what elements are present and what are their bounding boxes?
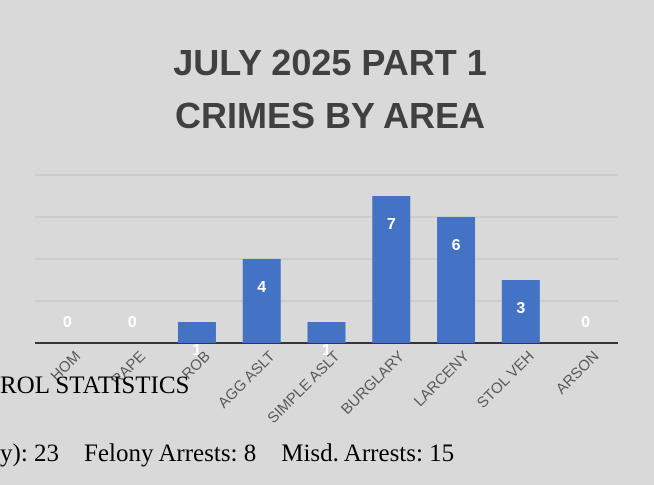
bar-stol-veh xyxy=(501,280,540,343)
data-label: 3 xyxy=(516,300,525,317)
tick-label: LARCENY xyxy=(411,348,473,410)
tick-label: STOL VEH xyxy=(474,348,538,412)
tick-label: BURGLARY xyxy=(338,348,408,418)
data-label: 7 xyxy=(387,216,396,233)
bar-agg-aslt xyxy=(242,259,281,343)
bar-rob xyxy=(177,322,216,343)
document-heading-fragment: ROL STATISTICS xyxy=(0,372,190,399)
data-label: 6 xyxy=(452,237,461,254)
data-label: 0 xyxy=(63,314,72,331)
bar-larceny xyxy=(437,217,476,343)
bars xyxy=(177,196,540,343)
data-label: 0 xyxy=(128,314,137,331)
bar-simple-aslt xyxy=(307,322,346,343)
chart-title-line-2: CRIMES BY AREA xyxy=(175,95,485,136)
chart-title-line-1: JULY 2025 PART 1 xyxy=(173,42,487,83)
tick-label: AGG ASLT xyxy=(215,348,279,412)
data-label: 1 xyxy=(322,342,331,359)
data-labels: 0 0 1 4 1 7 6 3 0 xyxy=(63,216,590,359)
data-label: 1 xyxy=(192,342,201,359)
data-label: 4 xyxy=(257,279,266,296)
data-label: 0 xyxy=(581,314,590,331)
document-stats-line-fragment: y): 23 Felony Arrests: 8 Misd. Arrests: … xyxy=(0,440,455,467)
bar-burglary xyxy=(372,196,411,343)
tick-label: ARSON xyxy=(553,348,603,398)
